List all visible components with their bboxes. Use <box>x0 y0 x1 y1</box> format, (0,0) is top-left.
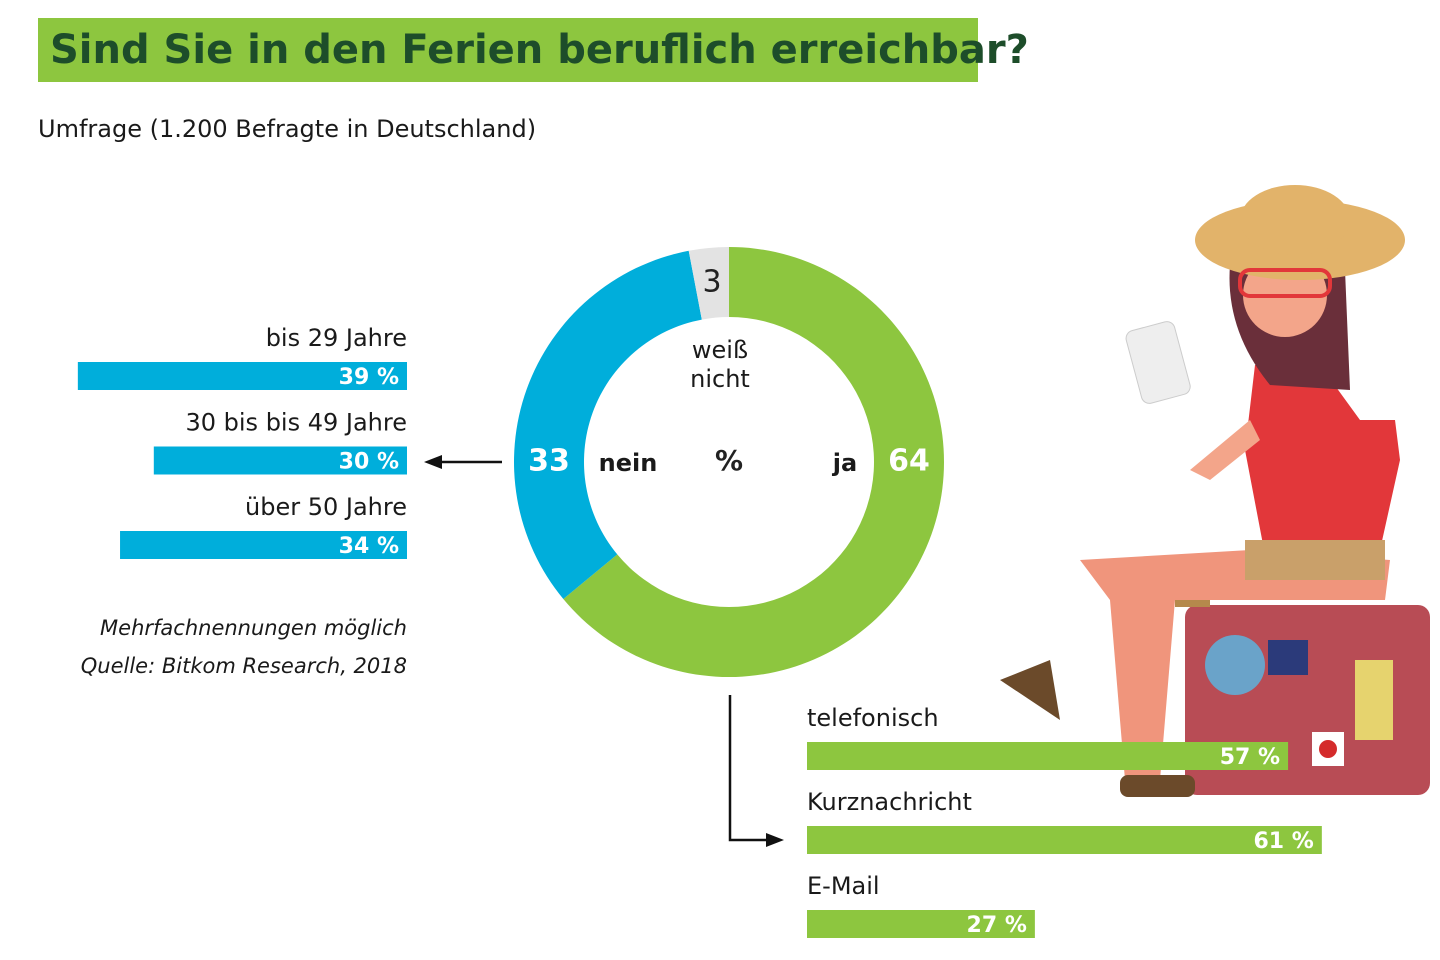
donut-segment <box>688 247 729 320</box>
arrow-head <box>766 833 784 847</box>
category-label: Kurznachricht <box>807 788 972 816</box>
subtitle: Umfrage (1.200 Befragte in Deutschland) <box>38 115 536 143</box>
title-box <box>38 18 978 82</box>
value-label: 30 % <box>339 450 399 475</box>
value-label: 57 % <box>1220 745 1280 770</box>
bar <box>807 910 1035 938</box>
illustration <box>1000 185 1430 797</box>
bar <box>153 446 407 475</box>
center-label: % <box>715 444 743 477</box>
category-label: 30 bis bis 49 Jahre <box>185 409 407 437</box>
bar <box>77 362 407 390</box>
donut-segment <box>514 250 702 600</box>
category-label: nein <box>598 449 658 477</box>
category-label: über 50 Jahre <box>245 493 407 521</box>
value-label: 33 <box>528 444 570 479</box>
value-label: 3 <box>703 264 722 299</box>
bar <box>120 531 407 559</box>
note: Mehrfachnennungen möglich <box>100 616 407 640</box>
bar <box>807 742 1289 770</box>
arrow-head <box>424 455 442 469</box>
value-label: 39 % <box>339 365 399 390</box>
source: Quelle: Bitkom Research, 2018 <box>81 654 407 678</box>
category-label: bis 29 Jahre <box>266 324 407 352</box>
value-label: 64 <box>888 444 930 479</box>
title: Sind Sie in den Ferien beruflich erreich… <box>50 27 1029 73</box>
category-label: ja <box>832 449 858 477</box>
value-label: 61 % <box>1254 829 1314 854</box>
value-label: 34 % <box>339 534 399 559</box>
category-label: E-Mail <box>807 872 880 900</box>
category-label: weiß nicht <box>690 336 750 393</box>
arrows <box>438 460 768 842</box>
donut-segment <box>563 247 945 678</box>
bar <box>807 826 1322 854</box>
value-label: 27 % <box>967 913 1027 938</box>
category-label: telefonisch <box>807 704 939 732</box>
